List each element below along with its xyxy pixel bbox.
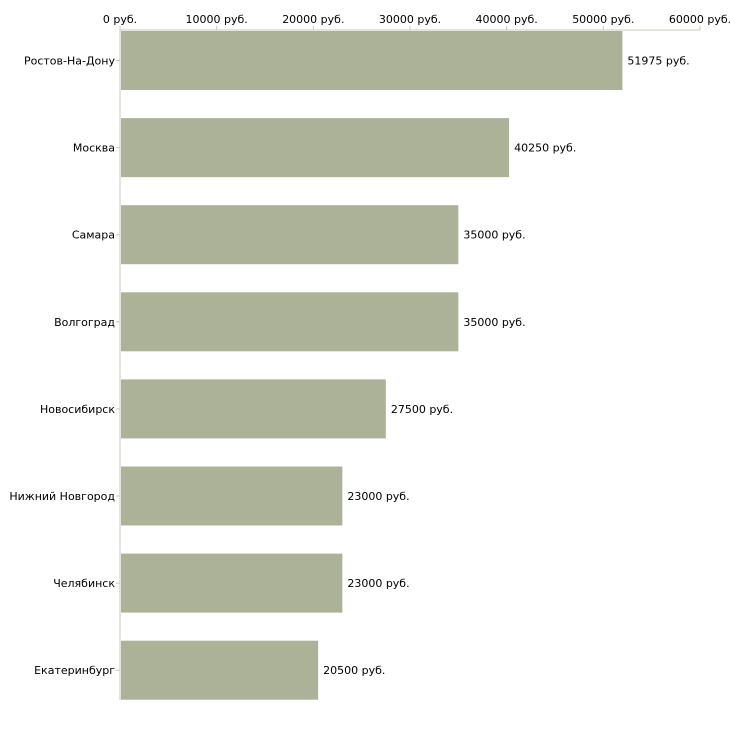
x-tick-label: 60000 руб. [669, 13, 730, 26]
value-label: 23000 руб. [347, 490, 409, 503]
category-label: Волгоград [54, 316, 115, 329]
bar [121, 292, 459, 352]
bar [121, 553, 343, 613]
category-label: Новосибирск [40, 403, 115, 416]
bar [121, 31, 623, 90]
category-label: Самара [72, 229, 115, 242]
category-label: Москва [73, 142, 115, 155]
x-tick-label: 50000 руб. [572, 13, 634, 26]
value-label: 35000 руб. [463, 316, 525, 329]
value-label: 20500 руб. [323, 664, 385, 677]
category-label: Нижний Новгород [9, 490, 115, 503]
x-tick-label: 30000 руб. [379, 13, 441, 26]
category-label: Челябинск [53, 577, 115, 590]
value-label: 27500 руб. [391, 403, 453, 416]
bar [121, 205, 459, 265]
x-tick-label: 20000 руб. [282, 13, 344, 26]
x-tick-label: 0 руб. [103, 13, 137, 26]
bar [121, 379, 386, 439]
bar [121, 466, 343, 526]
x-tick-label: 40000 руб. [476, 13, 538, 26]
value-label: 40250 руб. [514, 142, 576, 155]
category-label: Екатеринбург [34, 664, 115, 677]
value-label: 35000 руб. [463, 229, 525, 242]
value-label: 51975 руб. [627, 55, 689, 68]
value-label: 23000 руб. [347, 577, 409, 590]
category-label: Ростов-На-Дону [24, 55, 115, 68]
x-tick-label: 10000 руб. [186, 13, 248, 26]
bar [121, 118, 510, 178]
bar [121, 640, 319, 700]
